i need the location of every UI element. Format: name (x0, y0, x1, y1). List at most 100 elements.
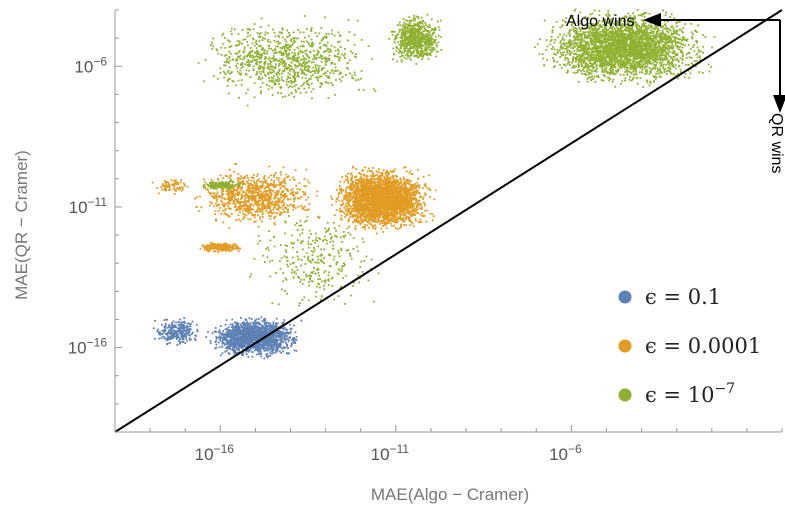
data-point (359, 199, 362, 202)
data-point (382, 210, 385, 213)
data-point (383, 197, 386, 200)
data-point (399, 195, 402, 197)
data-point (352, 189, 355, 192)
data-point (161, 335, 164, 338)
data-point (402, 209, 405, 212)
data-point (251, 331, 254, 334)
data-point (224, 333, 227, 336)
data-point (358, 178, 361, 181)
data-point (272, 208, 275, 211)
data-point (274, 203, 276, 206)
data-point (411, 210, 414, 212)
data-point (401, 194, 404, 197)
data-point (279, 336, 281, 339)
data-point (406, 202, 408, 205)
data-point (212, 192, 214, 195)
data-point (217, 331, 220, 333)
data-point (294, 338, 297, 341)
data-point (360, 199, 363, 201)
data-point (376, 178, 379, 180)
data-point (354, 176, 356, 179)
data-point (354, 181, 357, 184)
data-point (230, 344, 232, 347)
data-point (405, 192, 408, 195)
data-point (382, 195, 385, 197)
data-point (259, 181, 261, 183)
data-point (161, 332, 164, 335)
data-point (351, 210, 353, 212)
data-point (226, 332, 228, 335)
data-point (362, 186, 365, 188)
data-point (229, 330, 232, 332)
data-point (292, 339, 295, 342)
data-point (195, 334, 197, 337)
data-point (290, 327, 293, 330)
data-point (261, 180, 263, 183)
data-point (365, 194, 368, 197)
data-point (347, 220, 350, 223)
data-point (349, 200, 352, 202)
data-point (225, 341, 228, 344)
data-point (181, 336, 183, 338)
data-point (239, 323, 242, 326)
data-point (264, 332, 267, 334)
data-point (373, 194, 376, 196)
data-point (223, 336, 226, 338)
data-point (166, 337, 169, 339)
data-point (273, 325, 275, 328)
data-point (417, 184, 420, 187)
data-point (289, 328, 292, 331)
data-point (400, 211, 402, 214)
data-point (398, 217, 400, 220)
data-point (405, 207, 407, 210)
data-point (358, 194, 361, 197)
data-point (184, 329, 187, 332)
data-point (218, 329, 221, 332)
data-point (360, 198, 363, 200)
data-point (218, 335, 221, 338)
data-point (278, 350, 281, 353)
data-point (370, 175, 372, 177)
data-point (371, 225, 374, 228)
data-point (255, 325, 258, 328)
data-point (171, 332, 174, 335)
data-point (347, 192, 350, 194)
data-point (418, 204, 421, 207)
data-point (362, 219, 364, 222)
data-point (219, 332, 222, 335)
data-point (364, 185, 367, 188)
data-point (361, 196, 364, 198)
data-point (213, 196, 216, 199)
data-point (387, 206, 390, 209)
data-point (404, 194, 407, 197)
data-point (381, 183, 383, 186)
data-point (434, 189, 437, 192)
data-point (252, 335, 255, 338)
data-point (362, 199, 365, 201)
data-point (361, 177, 363, 180)
data-point (243, 330, 246, 333)
data-point (221, 203, 224, 206)
data-point (264, 341, 267, 344)
data-point (366, 213, 369, 216)
data-point (245, 327, 248, 330)
data-point (405, 170, 408, 173)
data-point (338, 199, 341, 202)
data-point (411, 215, 413, 217)
data-point (263, 342, 266, 344)
data-point (410, 183, 413, 186)
data-point (270, 335, 272, 338)
data-point (380, 219, 382, 222)
data-point (251, 337, 254, 339)
data-point (258, 186, 261, 188)
data-point (355, 179, 357, 181)
data-point (237, 341, 239, 344)
data-point (360, 208, 362, 210)
data-point (369, 170, 371, 172)
data-point (340, 214, 343, 217)
data-point (379, 174, 382, 177)
data-point (347, 180, 350, 182)
data-point (343, 194, 346, 197)
data-point (396, 213, 399, 216)
